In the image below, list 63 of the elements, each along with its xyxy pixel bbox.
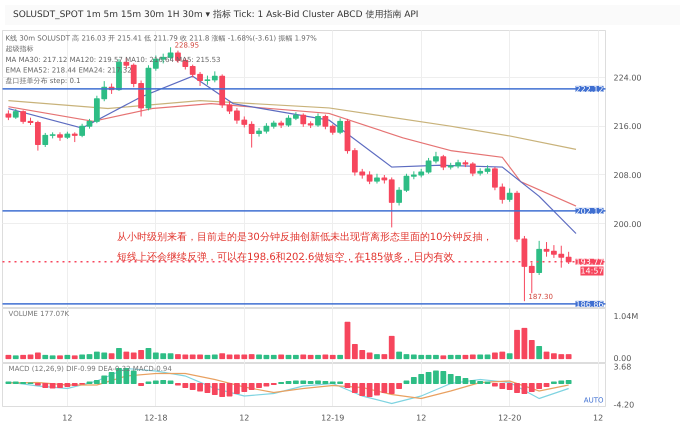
candlestick (190, 64, 196, 78)
bar (315, 354, 321, 360)
bar (374, 354, 380, 360)
candlestick (197, 71, 203, 86)
x-tick-label: 12-18 (144, 414, 168, 421)
candlestick (204, 75, 210, 86)
bar (381, 354, 388, 360)
bar (116, 348, 122, 360)
bar (388, 336, 395, 360)
candlestick (72, 132, 78, 143)
bar (506, 353, 513, 360)
x-tick-label: 12-19 (321, 414, 344, 421)
bar (536, 346, 542, 360)
candlestick (315, 112, 321, 128)
candlestick (388, 176, 395, 228)
y-tick-label: 1.04M (614, 312, 638, 322)
bar (440, 355, 446, 360)
candlestick (6, 110, 12, 121)
candlestick (212, 70, 218, 83)
chart-title: SOLUSDT_SPOT 1m 5m 15m 30m 1H 30m ▾ 指标 Tick: 1 Ask-Bid Cluster ABCD 使用指南 API (13, 8, 418, 22)
candlestick (34, 120, 41, 152)
bar (57, 355, 63, 360)
y-tick-label: 3.68 (614, 362, 632, 372)
candlestick (241, 116, 248, 128)
candlestick (322, 114, 328, 130)
y-tick-label: 0.00 (614, 354, 632, 364)
ref-line-label: 202.12 (576, 206, 604, 216)
x-tick-label: 12 (239, 414, 250, 421)
bar (108, 353, 114, 360)
bar (278, 354, 284, 360)
bar (130, 370, 137, 384)
x-tick-label: 12 (593, 414, 604, 421)
bar (248, 354, 255, 360)
candlestick (330, 124, 336, 136)
x-tick-label: 12 (62, 414, 72, 421)
bar (12, 355, 19, 360)
y-tick-label: 216.00 (614, 122, 642, 132)
candlestick (12, 108, 19, 120)
candlestick (536, 240, 542, 276)
candlestick (337, 118, 344, 135)
bar (64, 354, 70, 360)
annotation: 14:57 (580, 266, 604, 276)
ref-line-label: 186.86 (576, 300, 604, 309)
bar (138, 383, 144, 386)
y-tick-label: 208.00 (614, 170, 642, 180)
y-tick-label: 224.00 (614, 73, 642, 82)
candlestick (248, 120, 255, 148)
annotation: 短线上还会继续反弹，可以在198.6和202.6做短空，在185做多，日内有效 (117, 251, 454, 264)
ref-line-label: 193.77 (576, 258, 604, 267)
bar (6, 354, 12, 360)
y-tick-label: 200.00 (614, 220, 642, 229)
bar (337, 354, 344, 360)
candlestick (374, 173, 380, 184)
candlestick (300, 112, 306, 128)
bar (72, 355, 78, 360)
y-tick-label: -4.20 (614, 400, 634, 410)
candlestick (440, 154, 446, 171)
ref-line-label: 222.12 (576, 84, 604, 94)
bar (123, 352, 130, 360)
x-tick-label: 12 (416, 414, 426, 421)
annotation: 从小时级别来看，目前走的是30分钟反抽创新低未出现背离形态里面的10分钟反抽， (117, 231, 493, 244)
candlestick (506, 188, 513, 202)
x-tick-label: 12-20 (498, 414, 522, 421)
